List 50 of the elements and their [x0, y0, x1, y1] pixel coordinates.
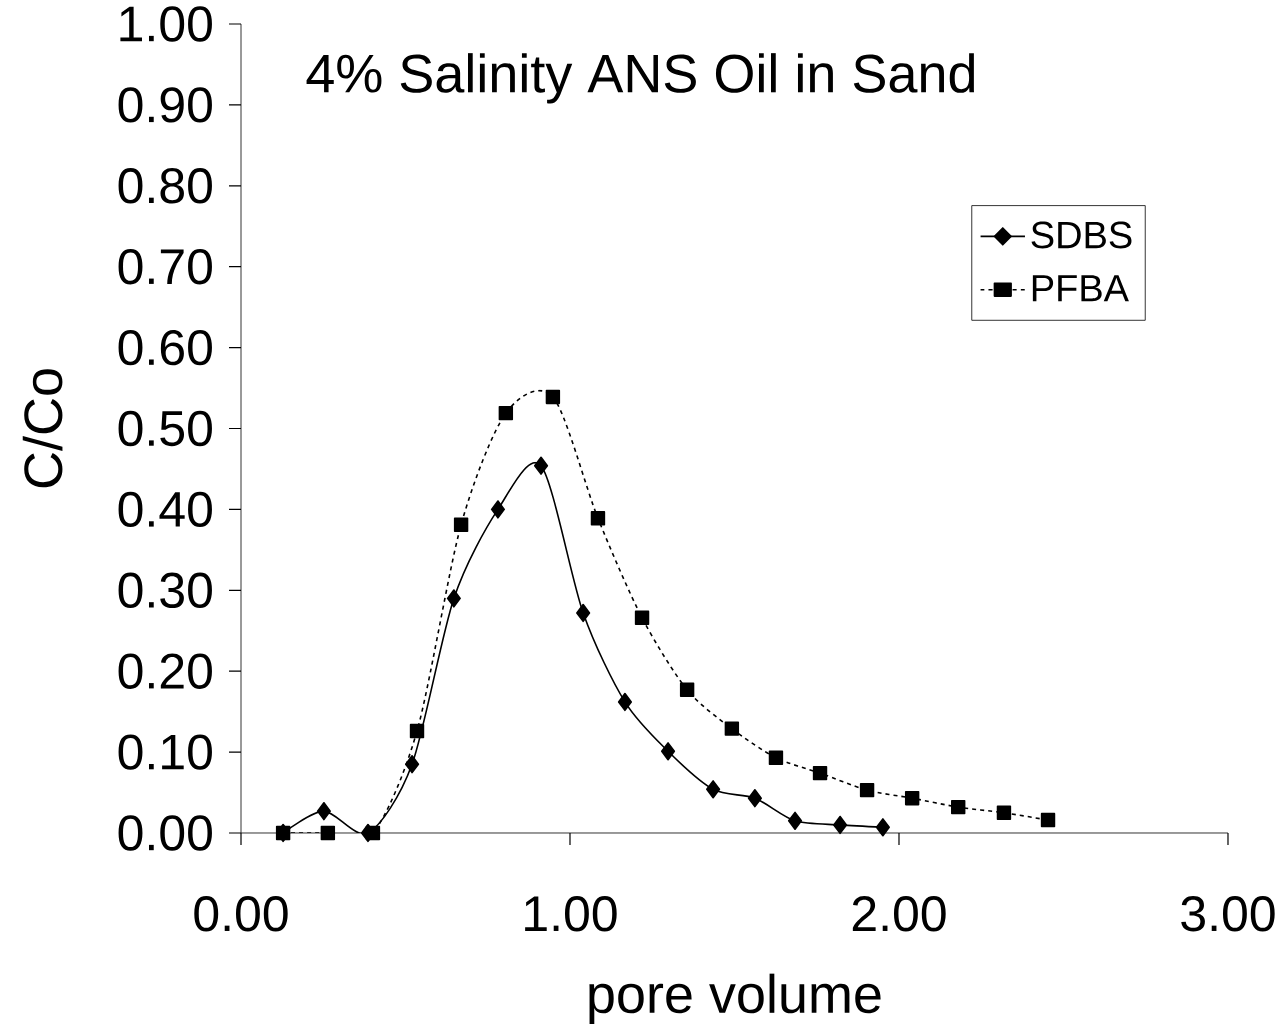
point [747, 789, 762, 808]
point [724, 721, 740, 736]
point [490, 500, 506, 519]
y-tick-label: 0.10 [118, 734, 212, 770]
point [787, 811, 803, 831]
point [316, 801, 332, 821]
legend-label: PFBA [1032, 275, 1129, 302]
y-tick-label: 0.30 [118, 572, 212, 608]
point [904, 791, 920, 806]
y-tick-label: 0.70 [118, 248, 212, 285]
point [812, 765, 828, 781]
legend-label: SDBS [1031, 221, 1132, 249]
point [404, 755, 420, 774]
point [453, 517, 469, 532]
point [1040, 812, 1056, 828]
point [706, 780, 721, 799]
y-axis-title: C/Co [22, 369, 63, 488]
point [576, 603, 591, 623]
point [320, 825, 336, 841]
point [634, 610, 650, 625]
point [833, 815, 848, 835]
x-axis-title: pore volume [589, 973, 881, 1024]
point [617, 692, 633, 712]
point [875, 818, 890, 837]
text: 4% Salinity ANS Oil in Sand [306, 53, 975, 104]
point [365, 825, 381, 841]
y-tick-label: 1.00 [120, 6, 212, 42]
point [996, 805, 1012, 820]
point [768, 750, 784, 765]
y-tick-label: 0.40 [118, 491, 212, 528]
point [859, 782, 875, 798]
x-tick-label: 3.00 [1181, 896, 1275, 932]
point [951, 799, 966, 815]
point [533, 456, 549, 475]
point [446, 589, 461, 608]
y-tick-label: 0.00 [118, 815, 212, 851]
point [409, 723, 425, 739]
point [498, 405, 514, 421]
y-tick-label: 0.90 [118, 87, 212, 123]
point [679, 682, 695, 697]
x-tick-label: 2.00 [852, 896, 946, 932]
y-tick-label: 0.20 [118, 653, 212, 689]
x-tick-label: 1.00 [525, 896, 617, 932]
y-tick-label: 0.60 [118, 329, 212, 366]
point [590, 511, 606, 526]
y-tick-label: 0.80 [118, 168, 212, 204]
point [545, 389, 561, 405]
point [660, 742, 676, 761]
y-tick-label: 0.50 [118, 410, 212, 447]
x-tick-label: 0.00 [194, 896, 288, 932]
